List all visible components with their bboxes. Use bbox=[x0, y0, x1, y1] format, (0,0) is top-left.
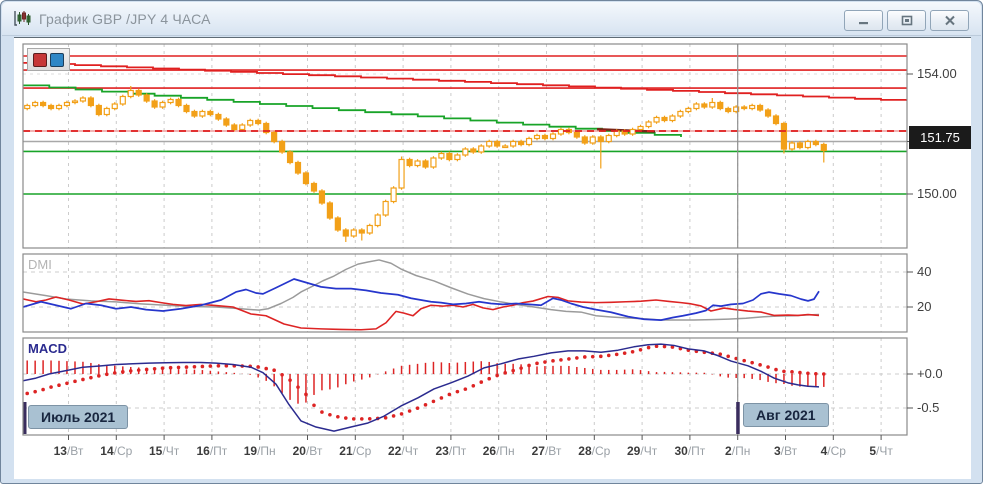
date-tick-label: 28/Ср bbox=[578, 444, 611, 458]
month-badge-aug: Авг 2021 bbox=[743, 403, 829, 427]
date-tick-label: 15/Чт bbox=[149, 444, 180, 458]
legend-blue-swatch[interactable] bbox=[50, 52, 64, 67]
date-tick-label: 26/Пн bbox=[482, 444, 515, 458]
axis-value-label: 40 bbox=[917, 264, 932, 279]
date-tick-label: 20/Вт bbox=[292, 444, 323, 458]
window-controls bbox=[844, 10, 969, 31]
axis-value-label: 150.00 bbox=[917, 186, 957, 201]
date-tick-label: 30/Пт bbox=[674, 444, 706, 458]
macd-indicator-label: MACD bbox=[28, 341, 67, 356]
legend-red-swatch[interactable] bbox=[33, 52, 47, 67]
axis-value-label: -0.5 bbox=[917, 400, 940, 415]
axis-value-label: 20 bbox=[917, 299, 932, 314]
series-legend[interactable] bbox=[27, 48, 70, 71]
date-tick-label: 14/Ср bbox=[100, 444, 133, 458]
window-title: График GBP /JPY 4 ЧАСА bbox=[39, 10, 211, 27]
date-tick-label: 4/Ср bbox=[820, 444, 846, 458]
date-tick-label: 19/Пн bbox=[243, 444, 276, 458]
date-tick-label: 5/Чт bbox=[869, 444, 893, 458]
axis-value-label: +0.0 bbox=[917, 366, 943, 381]
restore-button[interactable] bbox=[887, 10, 926, 31]
date-tick-label: 22/Чт bbox=[388, 444, 419, 458]
window-titlebar[interactable]: График GBP /JPY 4 ЧАСА bbox=[2, 2, 981, 36]
date-tick-label: 23/Пт bbox=[435, 444, 467, 458]
date-tick-label: 27/Вт bbox=[531, 444, 562, 458]
date-tick-label: 21/Ср bbox=[339, 444, 372, 458]
date-tick-label: 2/Пн bbox=[725, 444, 751, 458]
candlestick-chart-icon bbox=[12, 9, 32, 29]
close-button[interactable] bbox=[930, 10, 969, 31]
dmi-indicator-label: DMI bbox=[28, 257, 52, 272]
current-price-badge: 151.75 bbox=[909, 126, 971, 149]
date-tick-label: 29/Чт bbox=[627, 444, 658, 458]
date-tick-label: 16/Пт bbox=[196, 444, 228, 458]
minimize-button[interactable] bbox=[844, 10, 883, 31]
axis-value-label: 154.00 bbox=[917, 66, 957, 81]
date-tick-label: 13/Вт bbox=[53, 444, 84, 458]
month-badge-july: Июль 2021 bbox=[28, 405, 129, 429]
date-tick-label: 3/Вт bbox=[773, 444, 798, 458]
